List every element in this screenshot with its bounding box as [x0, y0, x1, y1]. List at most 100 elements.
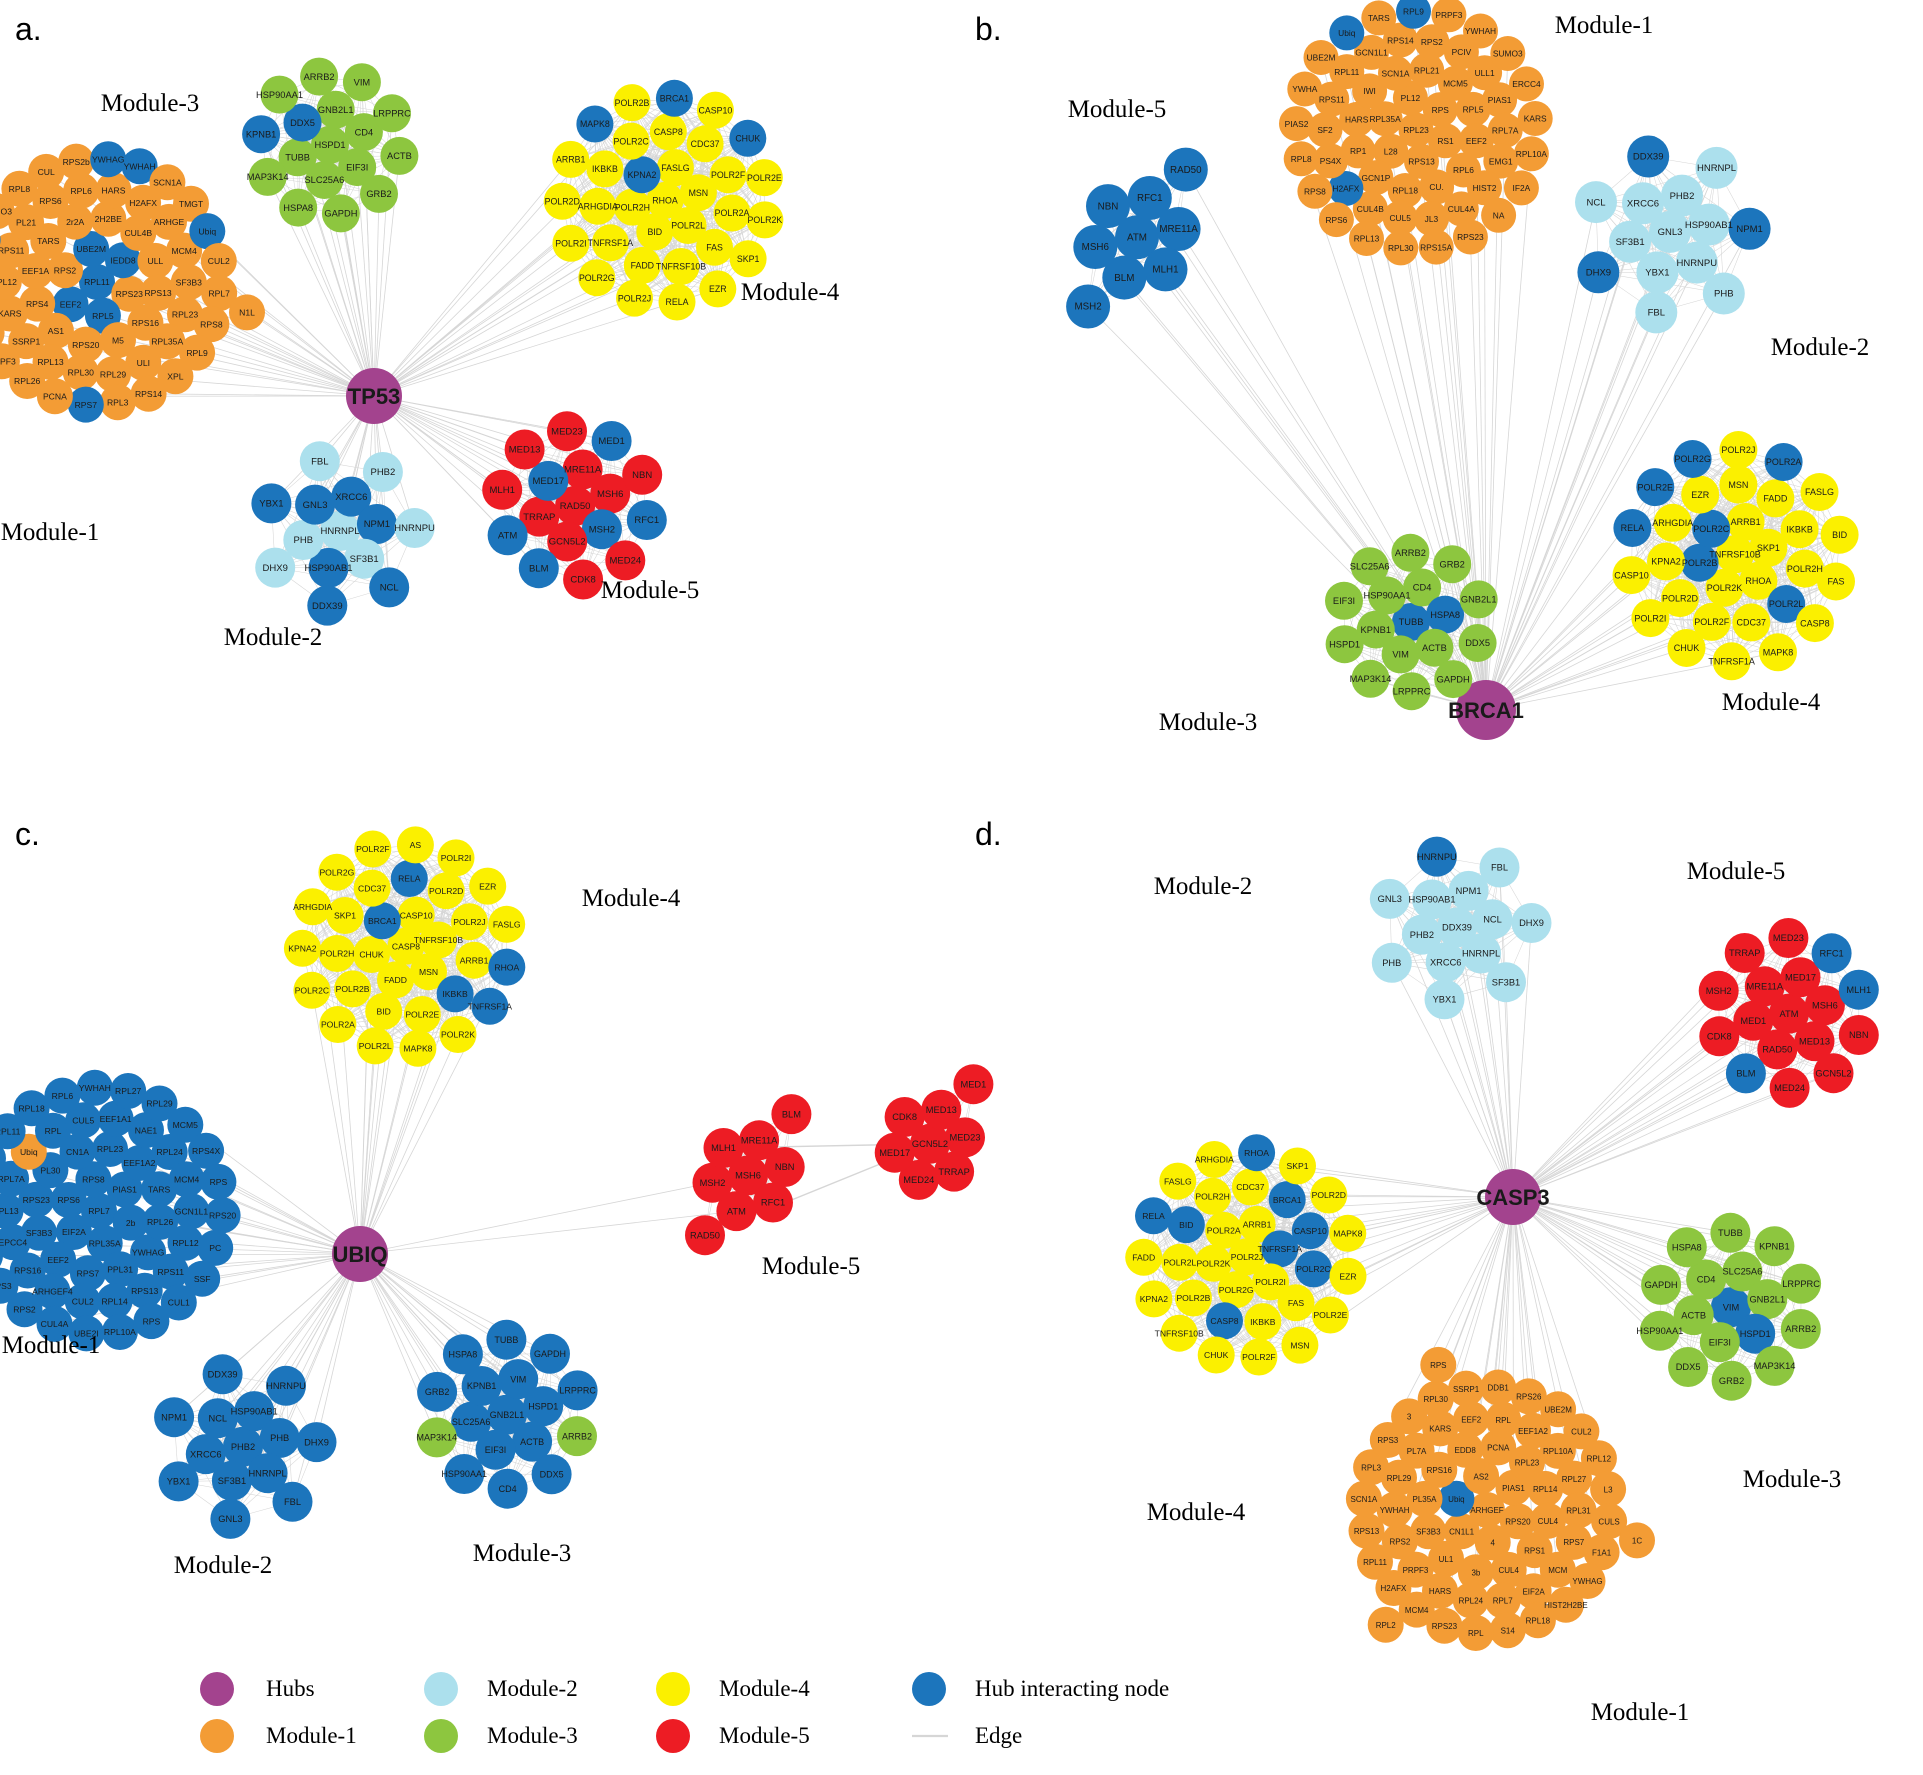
- svg-text:PIAS2: PIAS2: [1285, 119, 1309, 129]
- svg-text:FAS: FAS: [1288, 1298, 1305, 1308]
- svg-text:RPL13: RPL13: [1354, 234, 1380, 244]
- svg-text:HSPD1: HSPD1: [1740, 1329, 1771, 1339]
- svg-text:CASP10: CASP10: [1294, 1226, 1327, 1236]
- svg-text:HSPD1: HSPD1: [314, 140, 345, 150]
- svg-text:BRCA1: BRCA1: [368, 916, 397, 926]
- svg-text:YBX1: YBX1: [259, 499, 283, 510]
- svg-text:RPS3: RPS3: [1377, 1436, 1398, 1445]
- svg-text:GNL3: GNL3: [218, 1514, 242, 1524]
- svg-text:CASP10: CASP10: [1614, 570, 1649, 580]
- svg-text:RPL12: RPL12: [1587, 1455, 1612, 1464]
- svg-text:SSF: SSF: [194, 1274, 211, 1284]
- svg-text:HNRNPU: HNRNPU: [1676, 258, 1717, 269]
- svg-text:UBE2M: UBE2M: [1544, 1406, 1572, 1415]
- svg-text:HSPA8: HSPA8: [448, 1350, 477, 1360]
- svg-text:PHB2: PHB2: [1670, 191, 1695, 202]
- svg-text:SCN1A: SCN1A: [153, 178, 182, 188]
- svg-text:RPS1: RPS1: [1524, 1546, 1545, 1555]
- svg-text:RHOA: RHOA: [652, 196, 678, 206]
- svg-text:RELA: RELA: [666, 297, 689, 307]
- svg-text:HSP90AA1: HSP90AA1: [1636, 1326, 1683, 1336]
- svg-text:RPL18: RPL18: [1392, 186, 1418, 196]
- svg-text:RFC1: RFC1: [1137, 193, 1163, 204]
- svg-text:MED13: MED13: [509, 445, 541, 456]
- svg-text:GAPDH: GAPDH: [1437, 674, 1470, 684]
- svg-text:ARRB2: ARRB2: [1395, 548, 1426, 558]
- svg-text:CDK8: CDK8: [570, 575, 595, 586]
- svg-text:POLR2G: POLR2G: [1674, 454, 1711, 464]
- svg-text:NCL: NCL: [380, 583, 399, 594]
- svg-text:HSP90AB1: HSP90AB1: [1685, 220, 1733, 231]
- svg-text:HNRNPL: HNRNPL: [320, 526, 359, 537]
- svg-text:MCM4: MCM4: [1405, 1606, 1429, 1615]
- svg-text:MSN: MSN: [689, 188, 709, 198]
- svg-text:KARS: KARS: [0, 309, 22, 319]
- svg-text:Module-2: Module-2: [487, 1676, 578, 1701]
- svg-text:RPS: RPS: [1430, 1361, 1446, 1370]
- svg-text:MAPK8: MAPK8: [1763, 648, 1794, 658]
- svg-text:RPL: RPL: [1495, 1416, 1511, 1425]
- svg-text:IKBKB: IKBKB: [1250, 1317, 1276, 1327]
- svg-text:POLR2E: POLR2E: [1638, 482, 1674, 492]
- svg-text:RAD50: RAD50: [1170, 165, 1202, 176]
- svg-text:ARRB2: ARRB2: [304, 72, 335, 82]
- svg-text:ARRB1: ARRB1: [460, 955, 489, 965]
- svg-text:POLR2H: POLR2H: [320, 949, 354, 959]
- svg-text:GCN1L1: GCN1L1: [175, 1207, 209, 1217]
- svg-text:RPL14: RPL14: [101, 1296, 127, 1306]
- svg-text:TRRAP: TRRAP: [1729, 948, 1761, 958]
- svg-text:KPNA2: KPNA2: [1651, 557, 1681, 567]
- svg-text:Module-1: Module-1: [1, 519, 100, 546]
- svg-text:POLR2I: POLR2I: [1634, 613, 1666, 623]
- svg-text:ACTB: ACTB: [1681, 1310, 1706, 1320]
- svg-text:IWI: IWI: [1363, 86, 1376, 96]
- svg-text:RPL6: RPL6: [1453, 165, 1474, 175]
- svg-text:RPS26: RPS26: [1516, 1393, 1542, 1402]
- svg-text:PC: PC: [209, 1243, 221, 1253]
- svg-text:EZR: EZR: [1691, 490, 1710, 500]
- svg-text:MCM5: MCM5: [1443, 79, 1468, 89]
- svg-text:RPL18: RPL18: [1526, 1616, 1551, 1625]
- svg-text:RPL11: RPL11: [1334, 67, 1359, 77]
- svg-text:POLR2C: POLR2C: [295, 986, 329, 996]
- svg-text:BLM: BLM: [1736, 1069, 1755, 1079]
- svg-text:LRPPRC: LRPPRC: [1782, 1279, 1820, 1289]
- svg-text:DDX39: DDX39: [312, 601, 343, 612]
- svg-text:MED24: MED24: [1774, 1083, 1805, 1093]
- svg-text:SF3B1: SF3B1: [350, 554, 379, 565]
- svg-text:SSRP1: SSRP1: [1453, 1385, 1480, 1394]
- svg-text:RPL6: RPL6: [52, 1091, 74, 1101]
- svg-text:MED17: MED17: [532, 476, 564, 487]
- svg-text:MCM4: MCM4: [171, 246, 197, 256]
- svg-text:GRB2: GRB2: [1440, 559, 1465, 569]
- svg-text:GNB2L1: GNB2L1: [1461, 595, 1497, 605]
- svg-text:MED1: MED1: [598, 436, 624, 447]
- svg-text:FASLG: FASLG: [1805, 487, 1834, 497]
- svg-text:EIF3I: EIF3I: [485, 1445, 507, 1455]
- svg-text:MED1: MED1: [960, 1079, 986, 1089]
- svg-text:FAS: FAS: [1827, 577, 1844, 587]
- svg-text:Hubs: Hubs: [266, 1676, 315, 1701]
- svg-text:ARHGDIA: ARHGDIA: [1195, 1155, 1234, 1165]
- svg-text:CASP8: CASP8: [1800, 618, 1830, 628]
- svg-text:POLR2D: POLR2D: [1662, 593, 1699, 603]
- svg-text:RPL10A: RPL10A: [104, 1327, 136, 1337]
- svg-text:SLC25A6: SLC25A6: [452, 1417, 491, 1427]
- svg-text:RPS7: RPS7: [75, 400, 98, 410]
- svg-text:KPNB1: KPNB1: [246, 129, 277, 139]
- svg-text:EEF1A1: EEF1A1: [100, 1114, 132, 1124]
- svg-text:MED23: MED23: [949, 1133, 980, 1143]
- svg-text:HSP90AA1: HSP90AA1: [1363, 591, 1410, 601]
- svg-text:PHB2: PHB2: [370, 467, 395, 478]
- svg-text:CHUK: CHUK: [735, 134, 760, 144]
- svg-text:AS: AS: [410, 840, 422, 850]
- svg-text:EEF2: EEF2: [1466, 136, 1487, 146]
- svg-text:CASP3: CASP3: [1476, 1185, 1549, 1210]
- svg-text:HSP90AB1: HSP90AB1: [1408, 895, 1455, 905]
- svg-text:BLM: BLM: [782, 1109, 801, 1119]
- svg-text:POLR2L: POLR2L: [359, 1041, 392, 1051]
- svg-text:RPS4X: RPS4X: [192, 1146, 220, 1156]
- svg-text:RPL7: RPL7: [208, 288, 230, 298]
- svg-text:RPS2: RPS2: [1389, 1538, 1410, 1547]
- svg-text:HNRNPL: HNRNPL: [1462, 949, 1500, 959]
